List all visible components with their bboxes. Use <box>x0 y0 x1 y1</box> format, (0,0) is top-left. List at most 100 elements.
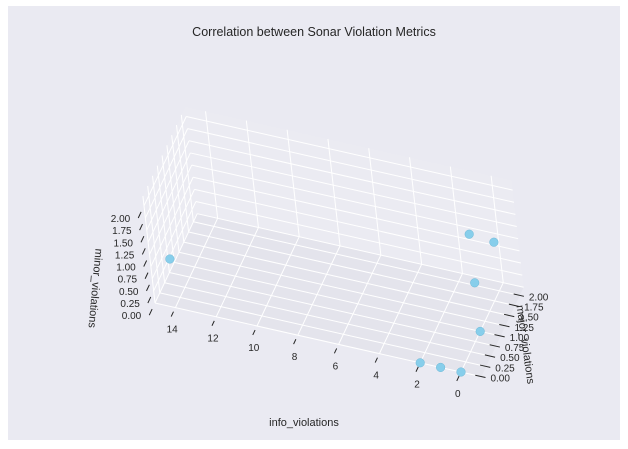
gridline-x-wall <box>205 111 219 219</box>
x-tick-mark <box>211 320 215 326</box>
z-tick-mark <box>146 284 150 292</box>
x-tick-mark <box>374 357 378 363</box>
gridline-x-wall <box>286 129 300 237</box>
y-tick-label: 0.00 <box>490 374 510 385</box>
x-tick-label: 10 <box>248 343 260 354</box>
gridline-z-wall-x <box>147 152 191 243</box>
gridline-y-floor <box>159 292 487 367</box>
gridline-z-wall-x <box>146 140 190 231</box>
gridline-y-wall <box>161 155 175 263</box>
y-tick-label: 1.25 <box>514 323 534 334</box>
gridline-y-wall <box>156 165 170 273</box>
z-tick-mark <box>141 248 146 255</box>
gridline-y-floor <box>193 221 520 296</box>
gridline-y-wall <box>147 185 161 293</box>
data-point <box>436 362 446 372</box>
gridline-z-wall-y <box>190 152 517 228</box>
gridline-z-wall-x <box>153 201 197 292</box>
gridline-z-wall-y <box>187 128 515 203</box>
y-tick-label: 1.75 <box>524 302 544 313</box>
y-tick-mark <box>489 344 500 348</box>
gridline-z-wall-x <box>149 164 193 255</box>
gridline-x-wall <box>245 120 259 228</box>
y-tick-label: 1.50 <box>519 313 539 324</box>
gridline-z-wall-x <box>151 189 195 279</box>
gridline-x-floor <box>419 273 463 364</box>
x-tick-label: 8 <box>292 352 298 363</box>
gridline-x-floor <box>174 218 219 308</box>
z-tick-label: 1.00 <box>116 263 136 274</box>
z-tick-label: 1.25 <box>115 250 135 261</box>
gridline-z-wall-y <box>188 140 516 215</box>
gridline-x-floor <box>215 227 259 318</box>
gridline-z-wall-x <box>144 128 189 219</box>
gridline-x-floor <box>378 264 423 354</box>
gridline-x-floor <box>338 254 382 345</box>
z-tick-label: 0.00 <box>122 311 142 322</box>
x-tick-mark <box>456 375 460 382</box>
data-point <box>415 358 425 368</box>
x-tick-mark <box>252 329 256 336</box>
z-tick-label: 0.75 <box>118 275 138 286</box>
z-tick-label: 0.50 <box>119 287 139 298</box>
x-tick-mark <box>293 339 297 345</box>
x-tick-label: 12 <box>207 334 219 345</box>
gridline-y-wall <box>176 124 190 233</box>
axis-panes <box>142 106 524 377</box>
floor-pane <box>155 213 524 377</box>
gridline-y-wall <box>180 114 194 222</box>
x-tick-mark <box>170 311 174 317</box>
x-tick-label: 2 <box>414 380 420 391</box>
gridline-z-wall-y <box>194 188 521 264</box>
z-tick-label: 1.75 <box>112 226 132 237</box>
data-points <box>165 229 499 377</box>
gridline-z-wall-y <box>186 115 513 191</box>
z-tick-mark <box>143 260 148 267</box>
y-tick-mark <box>513 293 524 297</box>
x-tick-label: 0 <box>455 389 461 400</box>
gridline-x-wall <box>327 138 341 246</box>
z-tick-mark <box>137 211 142 219</box>
y-tick-label: 2.00 <box>529 292 549 303</box>
x-tick-label: 4 <box>373 371 379 382</box>
x-tick-label: 14 <box>167 325 179 336</box>
gridline-z-wall-y <box>195 201 523 276</box>
y-tick-mark <box>503 313 515 318</box>
gridline-y-wall <box>152 175 166 283</box>
x-axis-label: info_violations <box>269 417 339 429</box>
z-tick-mark <box>140 235 145 243</box>
y-tick-mark <box>499 323 510 328</box>
y-tick-label: 1.00 <box>510 333 530 344</box>
gridline-x-wall <box>409 157 423 265</box>
gridline-z-wall-y <box>197 213 524 288</box>
gridline-x-wall <box>490 175 504 283</box>
y-tick-mark <box>508 303 520 307</box>
data-point <box>456 367 466 377</box>
gridline-y-wall <box>142 196 156 304</box>
gridline-y-wall <box>171 135 185 243</box>
y-tick-mark <box>479 364 491 368</box>
gridline-z-wall-x <box>154 213 198 304</box>
gridline-y-floor <box>178 251 506 327</box>
gridline-z-wall-x <box>143 116 187 207</box>
gridline-y-floor <box>164 282 492 357</box>
x-tick-mark <box>333 348 338 354</box>
data-point <box>475 326 485 336</box>
axis-ticks: 141210864200.000.250.500.751.001.251.501… <box>111 211 549 400</box>
back-pane-y <box>185 106 524 288</box>
gridline-y-wall <box>166 145 180 253</box>
y-tick-label: 0.75 <box>505 343 525 354</box>
gridline-z-wall-x <box>150 177 194 267</box>
gridline-x-wall <box>449 166 463 274</box>
gridline-x-wall <box>368 148 382 256</box>
gridline-y-floor <box>174 261 501 337</box>
gridline-y-floor <box>169 272 496 347</box>
z-tick-mark <box>148 308 153 316</box>
x-tick-label: 6 <box>333 361 339 372</box>
z-axis-label: minor_violations <box>86 248 105 329</box>
z-tick-label: 2.00 <box>111 214 131 225</box>
gridline-z-wall-y <box>191 164 519 240</box>
z-tick-mark <box>144 272 149 279</box>
y-tick-mark <box>494 334 505 338</box>
